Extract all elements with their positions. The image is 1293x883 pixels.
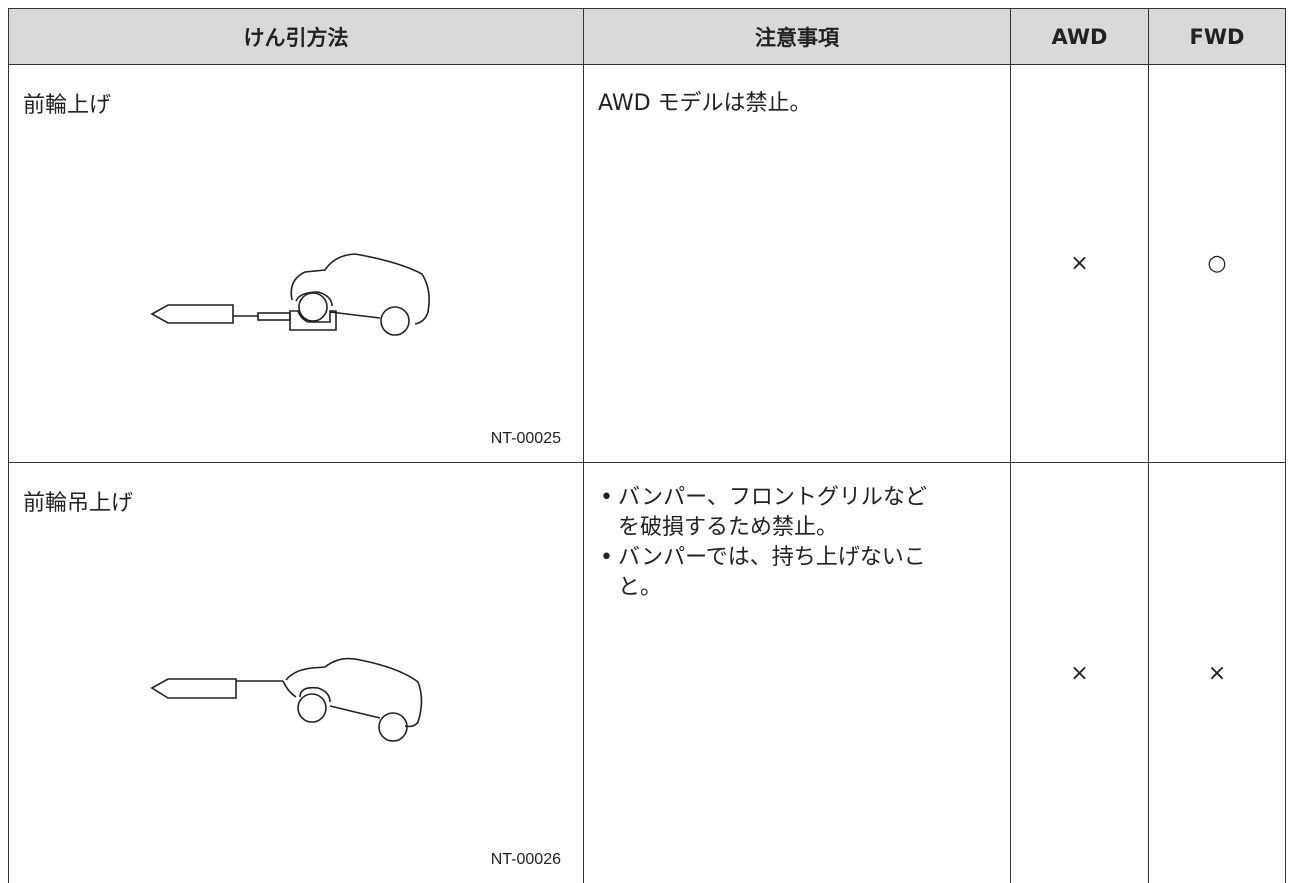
method: 前輪吊上げ — [23, 485, 133, 517]
note: バンパーでは、持ち上げないこと。 — [618, 543, 930, 603]
notes-cell: バンパー、フロントグリルなどを破損するため禁止。 バンパーでは、持ち上げないこと… — [584, 463, 1011, 883]
header-cell: 注意事項 — [584, 9, 1011, 65]
row: 前輪吊上げ NT-00026 バンパー、フロントグリルなどを破損するため禁止。 … — [9, 463, 1286, 883]
row: 前輪上げ NT-00025 AWD モデルは禁止。 × ○ — [9, 65, 1286, 463]
figure-code: NT-00025 — [491, 430, 561, 448]
notes-cell: AWD モデルは禁止。 — [584, 65, 1011, 463]
method-cell: 前輪上げ NT-00025 — [9, 65, 584, 463]
header-row: けん引方法 注意事項 AWD FWD — [9, 9, 1286, 65]
method: 前輪上げ — [23, 87, 111, 119]
figure-code: NT-00026 — [491, 851, 561, 869]
header-cell: FWD — [1149, 9, 1286, 65]
note-list: バンパー、フロントグリルなどを破損するため禁止。 バンパーでは、持ち上げないこと… — [598, 483, 930, 603]
fwd-mark: ○ — [1149, 65, 1286, 463]
note: AWD モデルは禁止。 — [598, 85, 1010, 117]
fwd-mark: × — [1149, 463, 1286, 883]
note: バンパー、フロントグリルなどを破損するため禁止。 — [618, 483, 930, 543]
awd-mark: × — [1011, 463, 1149, 883]
awd-mark: × — [1011, 65, 1149, 463]
header-cell: けん引方法 — [9, 9, 584, 65]
towing-table: けん引方法 注意事項 AWD FWD 前輪上げ NT-00025 AWD モデル… — [8, 8, 1286, 883]
header-cell: AWD — [1011, 9, 1149, 65]
method-cell: 前輪吊上げ NT-00026 — [9, 463, 584, 883]
